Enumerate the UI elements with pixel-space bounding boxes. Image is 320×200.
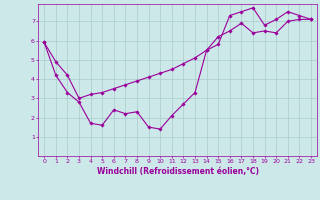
X-axis label: Windchill (Refroidissement éolien,°C): Windchill (Refroidissement éolien,°C): [97, 167, 259, 176]
